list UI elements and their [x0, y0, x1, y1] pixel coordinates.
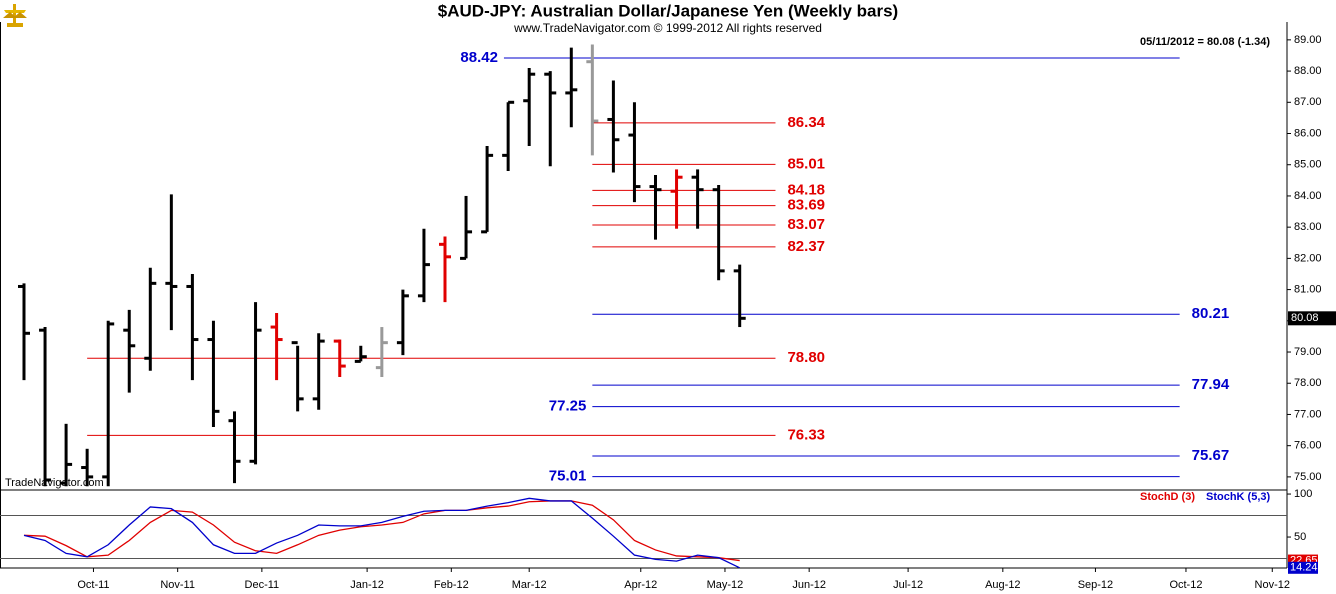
level-label: 80.21 — [1192, 305, 1230, 322]
y-tick-label: 89.00 — [1294, 34, 1322, 46]
last-price-label: 80.08 — [1291, 312, 1319, 324]
y-tick-label: 77.00 — [1294, 408, 1322, 420]
y-tick-label: 86.00 — [1294, 127, 1322, 139]
stoch-line — [23, 500, 740, 562]
level-label: 75.01 — [549, 468, 587, 485]
y-tick-label: 76.00 — [1294, 440, 1322, 452]
y-tick-label: 79.00 — [1294, 346, 1322, 358]
y-tick-label: 83.00 — [1294, 221, 1322, 233]
legend-label: StochD (3) — [1140, 491, 1195, 503]
legend-label: StochK (5,3) — [1206, 491, 1271, 503]
last-value-box — [1288, 561, 1318, 574]
x-tick-label: Oct-12 — [1169, 579, 1202, 591]
chart-subtitle: www.TradeNavigator.com © 1999-2012 All r… — [513, 21, 822, 35]
y-tick-label: 82.00 — [1294, 252, 1322, 264]
x-tick-label: May-12 — [707, 579, 744, 591]
x-tick-label: Jul-12 — [893, 579, 923, 591]
level-label: 83.07 — [787, 216, 825, 233]
level-label: 84.18 — [787, 181, 825, 198]
level-label: 77.94 — [1192, 376, 1230, 393]
last-price-box — [1288, 311, 1336, 326]
level-label: 77.25 — [549, 398, 587, 415]
last-value-label: 14.24 — [1290, 562, 1318, 574]
x-tick-label: Aug-12 — [985, 579, 1020, 591]
x-tick-label: Feb-12 — [434, 579, 469, 591]
y-tick-label: 78.00 — [1294, 377, 1322, 389]
x-tick-label: Nov-12 — [1255, 579, 1290, 591]
x-tick-label: Jan-12 — [350, 579, 384, 591]
y-tick-label: 84.00 — [1294, 190, 1322, 202]
level-label: 85.01 — [787, 155, 825, 172]
x-tick-label: Jun-12 — [792, 579, 826, 591]
x-tick-label: Nov-11 — [160, 579, 195, 591]
x-tick-label: Mar-12 — [512, 579, 547, 591]
y-tick-label: 75.00 — [1294, 471, 1322, 483]
watermark: TradeNavigator.com — [5, 477, 104, 489]
level-label: 75.67 — [1192, 447, 1230, 464]
level-label: 78.80 — [787, 349, 825, 366]
x-tick-label: Sep-12 — [1078, 579, 1113, 591]
level-label: 82.37 — [787, 238, 825, 255]
annotation: 05/11/2012 = 80.08 (-1.34) — [1140, 36, 1270, 48]
x-tick-label: Oct-11 — [77, 579, 109, 591]
y-tick-label: 88.00 — [1294, 65, 1322, 77]
stoch-line — [23, 497, 740, 569]
level-label: 88.42 — [460, 49, 498, 66]
level-label: 86.34 — [787, 114, 825, 131]
y-tick-label: 81.00 — [1294, 283, 1322, 295]
level-label: 76.33 — [787, 426, 825, 443]
chart-title: $AUD-JPY: Australian Dollar/Japanese Yen… — [438, 1, 898, 20]
level-label: 83.69 — [787, 197, 825, 214]
y-tick-label: 50 — [1294, 531, 1306, 543]
y-tick-label: 100 — [1294, 488, 1312, 500]
x-tick-label: Dec-11 — [245, 579, 280, 591]
x-tick-label: Apr-12 — [624, 579, 657, 591]
logo — [3, 4, 27, 27]
y-tick-label: 87.00 — [1294, 96, 1322, 108]
y-tick-label: 85.00 — [1294, 159, 1322, 171]
